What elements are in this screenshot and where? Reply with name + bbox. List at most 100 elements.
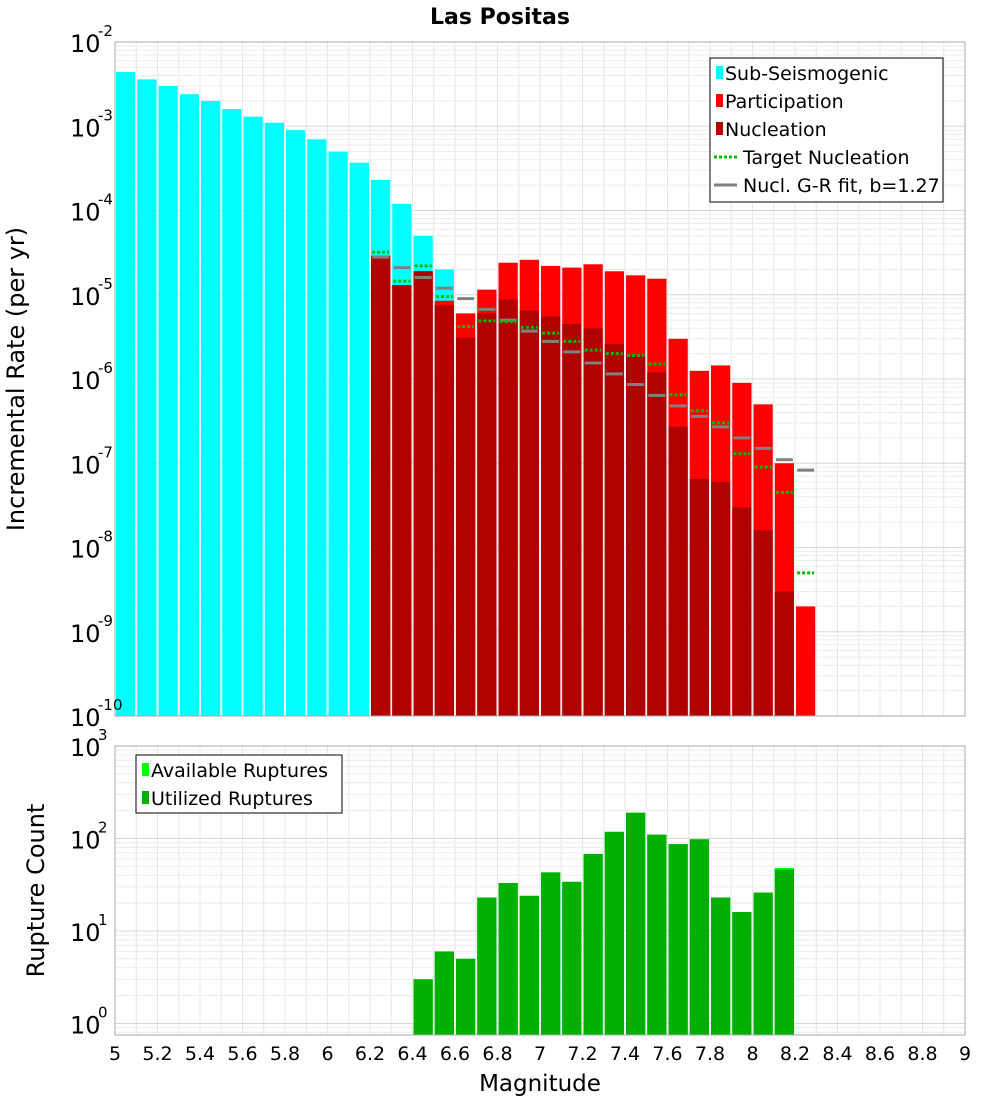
y-axis-label: Rupture Count xyxy=(22,804,50,978)
markers xyxy=(372,250,815,575)
bar-sub-seismogenic xyxy=(328,151,348,717)
x-tick-label: 5.8 xyxy=(270,1043,300,1065)
x-tick-label: 6.6 xyxy=(440,1043,470,1065)
y-tick-label: 10 xyxy=(70,826,101,854)
bar-nucleation xyxy=(477,313,497,716)
grid xyxy=(114,746,966,1035)
top-chart: 10-210-310-410-510-610-710-810-910-10Inc… xyxy=(2,5,966,732)
bar-sub-seismogenic xyxy=(158,86,178,716)
x-tick-label: 7.2 xyxy=(567,1043,597,1065)
y-tick-label: 10 xyxy=(70,1011,101,1039)
legend-swatch-sub-seismogenic xyxy=(716,66,723,79)
x-tick-label: 9 xyxy=(959,1043,971,1065)
bar-utilized-ruptures xyxy=(753,892,773,1035)
bar-utilized-ruptures xyxy=(647,834,667,1035)
bar-sub-seismogenic xyxy=(222,109,242,716)
bar-nucleation xyxy=(519,310,539,716)
bar-utilized-ruptures xyxy=(711,897,731,1035)
bar-participation xyxy=(796,606,816,716)
x-tick-label: 8 xyxy=(746,1043,758,1065)
x-tick-label: 7.6 xyxy=(652,1043,682,1065)
bar-utilized-ruptures xyxy=(774,869,794,1035)
x-tick-label: 8.6 xyxy=(865,1043,895,1065)
legend-label-target-nucleation: Target Nucleation xyxy=(742,147,910,169)
bar-nucleation xyxy=(562,323,582,716)
bar-nucleation xyxy=(711,481,731,716)
plot-frame xyxy=(114,41,966,717)
bar-sub-seismogenic xyxy=(137,79,157,716)
y-tick-exponent: 2 xyxy=(98,818,108,836)
bar-sub-seismogenic xyxy=(243,116,263,717)
y-tick-label: 10 xyxy=(70,536,101,564)
y-tick-exponent: -8 xyxy=(98,528,113,546)
legend-label-nucleation: Nucleation xyxy=(725,119,827,141)
x-axis-label: Magnitude xyxy=(479,1071,601,1097)
legend-box xyxy=(709,57,944,203)
x-tick-label: 7 xyxy=(534,1043,546,1065)
plot-frame xyxy=(114,745,966,1036)
bar-utilized-ruptures xyxy=(689,839,709,1035)
bar-utilized-ruptures xyxy=(604,831,624,1035)
legend: Available Ruptures Utilized Ruptures xyxy=(135,754,343,814)
bar-utilized-ruptures xyxy=(498,883,518,1035)
y-tick-exponent: -9 xyxy=(98,612,113,630)
bar-utilized-ruptures xyxy=(626,812,646,1035)
bar-nucleation xyxy=(434,305,454,716)
y-tick-label: 10 xyxy=(70,734,101,762)
legend-label-nucl-g-r-fit-b-1-27: Nucl. G-R fit, b=1.27 xyxy=(743,175,940,197)
bar-sub-seismogenic xyxy=(286,130,306,716)
y-tick-exponent: -5 xyxy=(98,275,113,293)
x-tick-labels: 5 5.2 5.4 5.6 5.8 6 6.2 6.4 6.6 6.8 7 7.2 7.4 7.6 7.8 8… xyxy=(109,1043,971,1065)
bar-nucleation xyxy=(626,355,646,716)
y-tick-label: 10 xyxy=(70,367,101,395)
bar-sub-seismogenic xyxy=(307,139,327,717)
y-tick-exponent: 1 xyxy=(98,911,108,929)
x-tick-label: 8.8 xyxy=(907,1043,937,1065)
y-tick-exponent: -10 xyxy=(98,696,123,714)
bars xyxy=(413,812,794,1035)
y-tick-labels: 10-210-310-410-510-610-710-810-910-10 xyxy=(70,22,123,732)
y-tick-label: 10 xyxy=(70,704,101,732)
legend-label-participation: Participation xyxy=(725,91,844,113)
x-tick-label: 6.2 xyxy=(355,1043,385,1065)
bar-utilized-ruptures xyxy=(456,958,476,1035)
bar-utilized-ruptures xyxy=(519,895,539,1035)
y-tick-label: 10 xyxy=(70,919,101,947)
x-tick-label: 6.8 xyxy=(482,1043,512,1065)
bar-sub-seismogenic xyxy=(201,100,221,716)
y-tick-exponent: -6 xyxy=(98,359,113,377)
legend-swatch-available-ruptures xyxy=(142,763,149,776)
legend-box xyxy=(135,754,343,814)
y-tick-exponent: -7 xyxy=(98,443,113,461)
y-tick-exponent: 0 xyxy=(98,1003,108,1021)
y-tick-exponent: 3 xyxy=(98,726,108,744)
x-tick-label: 8.2 xyxy=(780,1043,810,1065)
legend-swatch-participation xyxy=(716,94,723,107)
y-axis-label: Incremental Rate (per yr) xyxy=(2,227,30,531)
bar-utilized-ruptures xyxy=(732,912,752,1035)
bar-nucleation xyxy=(413,271,433,716)
x-tick-label: 7.4 xyxy=(610,1043,640,1065)
bar-utilized-ruptures xyxy=(541,872,561,1035)
bar-nucleation xyxy=(668,426,688,716)
bar-nucleation xyxy=(689,479,709,716)
bar-sub-seismogenic xyxy=(349,162,369,716)
legend-label-sub-seismogenic: Sub-Seismogenic xyxy=(725,63,889,85)
bar-utilized-ruptures xyxy=(477,897,497,1035)
bar-utilized-ruptures xyxy=(583,853,603,1035)
bar-nucleation xyxy=(774,591,794,716)
bar-nucleation xyxy=(647,372,667,716)
bar-nucleation xyxy=(498,299,518,716)
x-tick-label: 5 xyxy=(109,1043,121,1065)
x-tick-label: 7.8 xyxy=(695,1043,725,1065)
bar-sub-seismogenic xyxy=(264,122,284,716)
y-tick-exponent: -4 xyxy=(98,191,113,209)
legend-label-utilized-ruptures: Utilized Ruptures xyxy=(151,788,313,810)
x-tick-label: 6 xyxy=(321,1043,333,1065)
bar-sub-seismogenic xyxy=(116,72,136,716)
bar-utilized-ruptures xyxy=(434,951,454,1035)
bar-utilized-ruptures xyxy=(668,844,688,1035)
x-tick-label: 8.4 xyxy=(822,1043,852,1065)
bar-nucleation xyxy=(456,337,476,716)
